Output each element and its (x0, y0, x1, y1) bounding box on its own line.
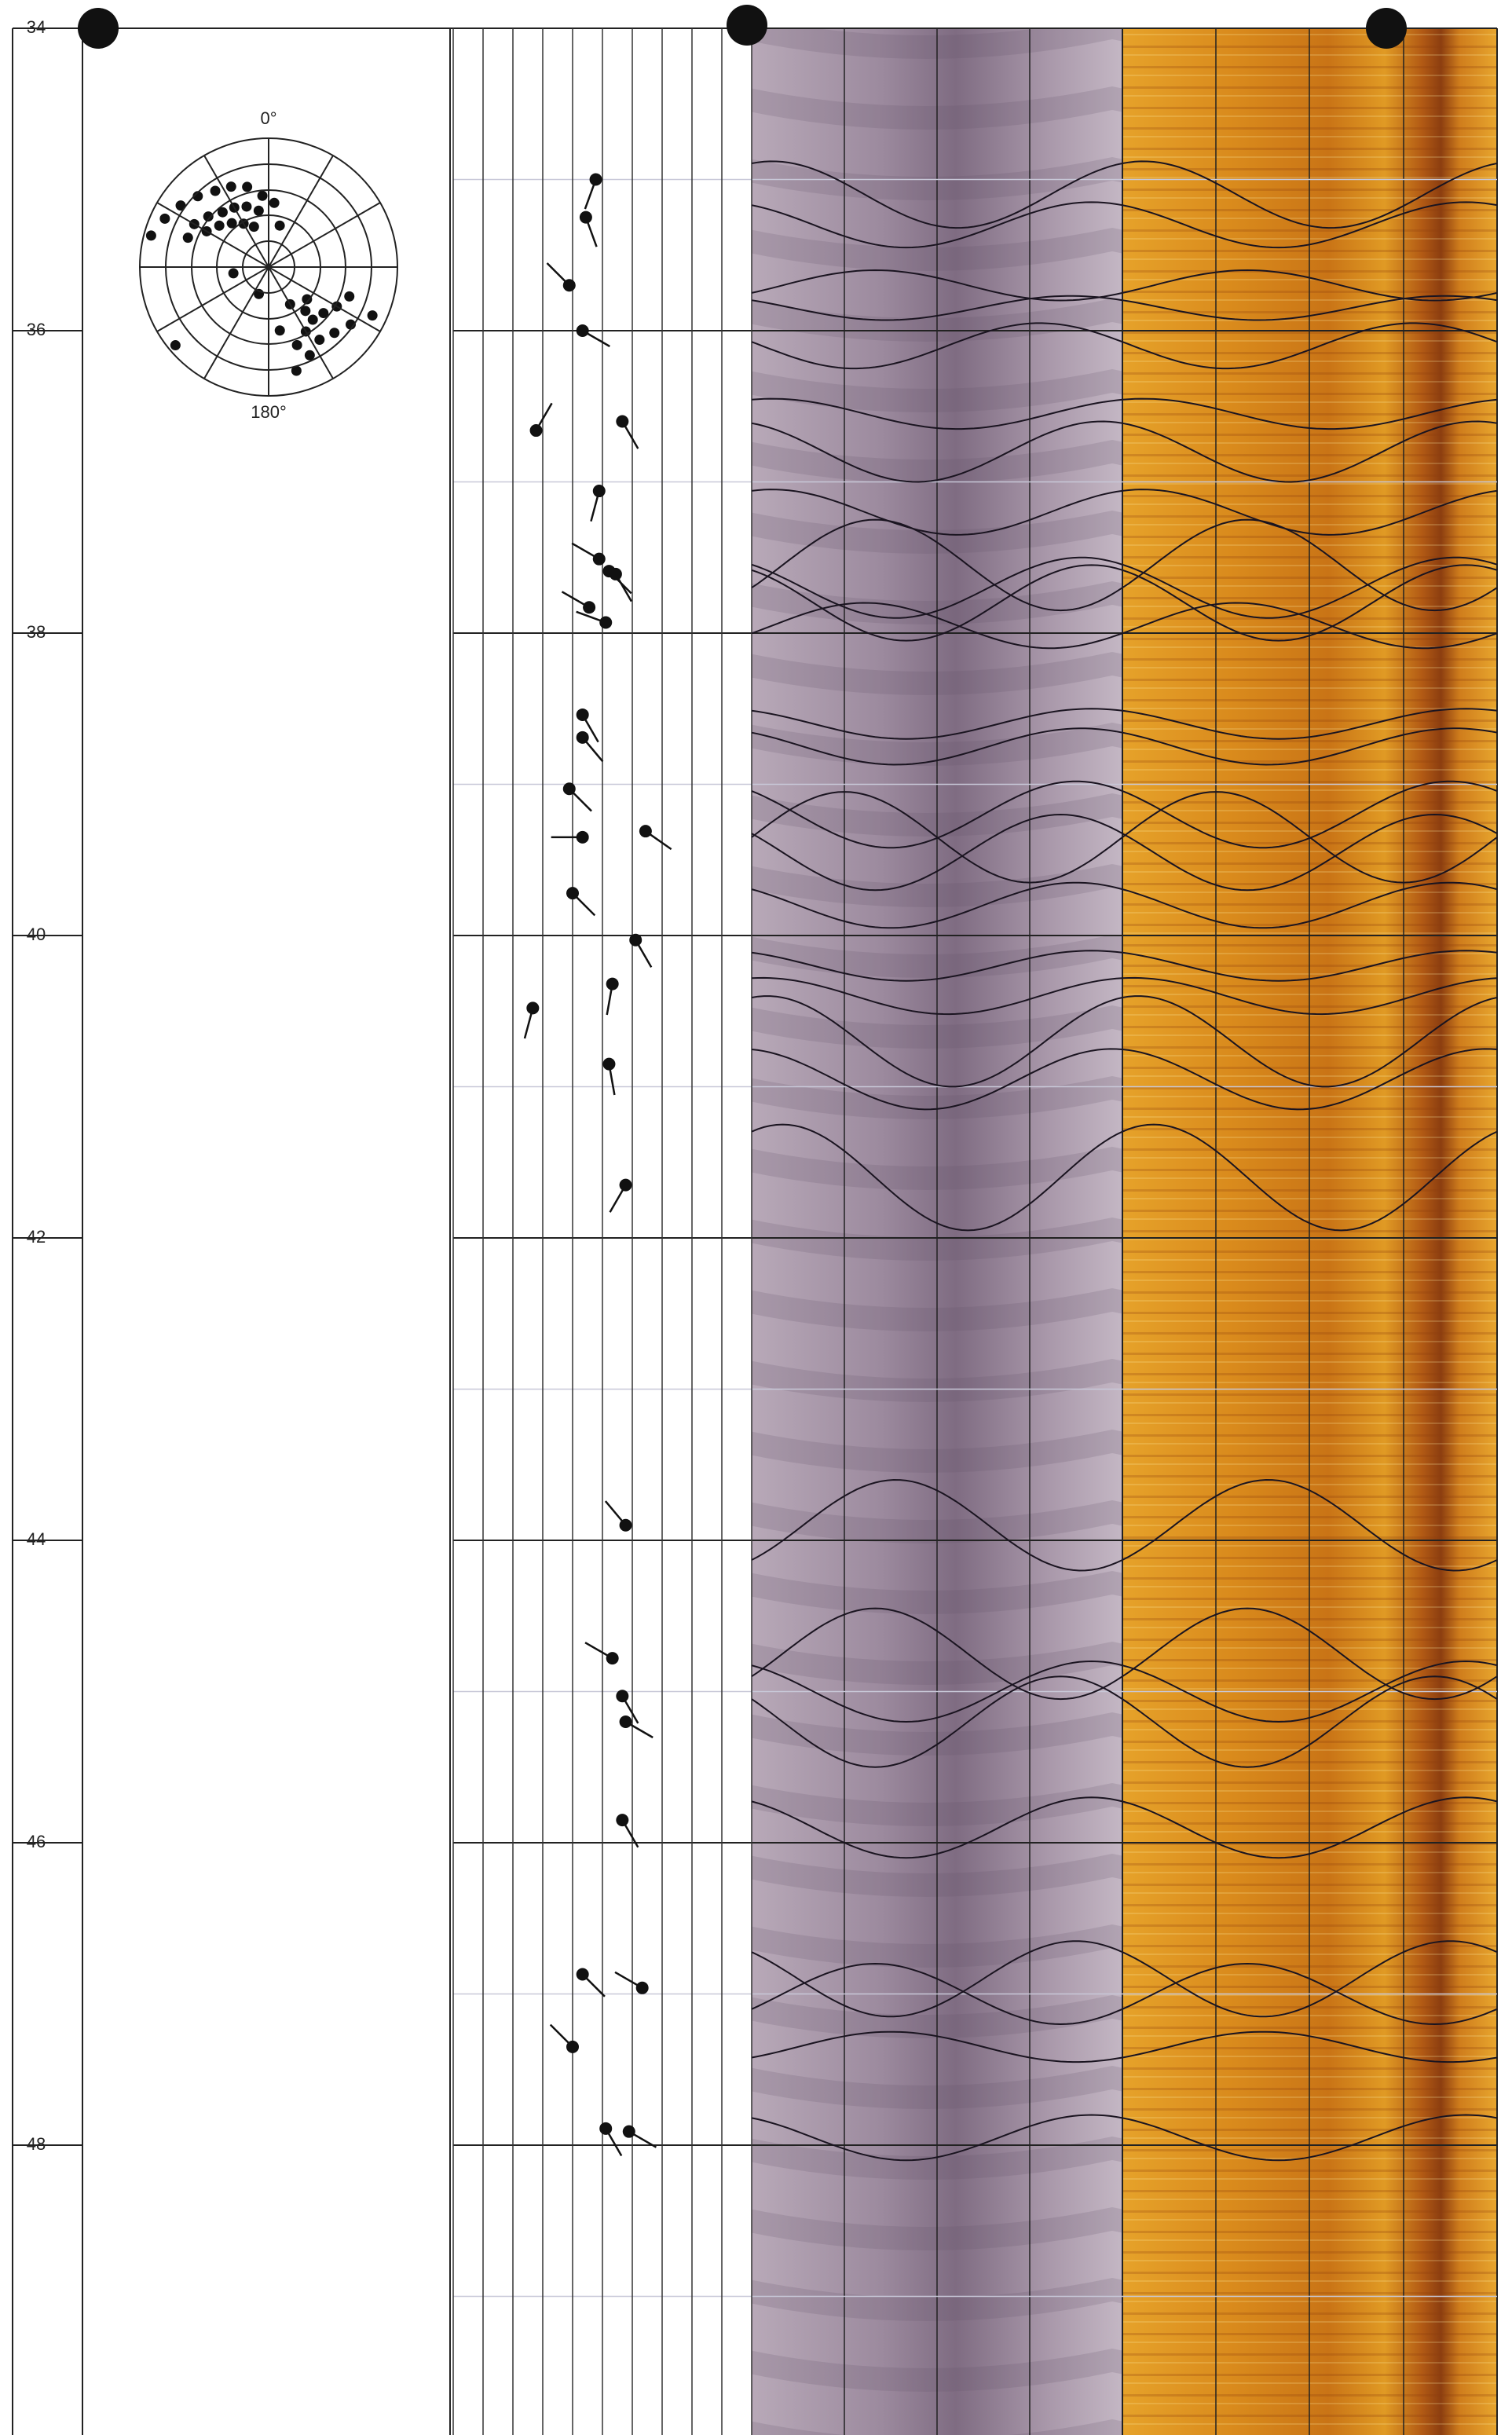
tadpole (636, 1982, 649, 1994)
tadpole (530, 424, 543, 437)
y-tick-label: 38 (27, 622, 46, 642)
stereonet-pole (269, 198, 280, 208)
tadpole (563, 782, 576, 795)
net-north-label: 0° (260, 108, 276, 128)
y-tick-label: 48 (27, 2134, 46, 2154)
stereonet-pole (159, 214, 170, 224)
tadpole (602, 1058, 615, 1071)
stereonet-frame (140, 138, 397, 396)
tadpole (610, 568, 622, 580)
tadpole (566, 887, 579, 899)
y-tick-label: 46 (27, 1832, 46, 1851)
net-south-label: 180° (251, 402, 287, 422)
stereonet-pole (242, 181, 252, 192)
tadpole (599, 2122, 612, 2135)
stereonet-pole (305, 350, 315, 361)
tadpole (577, 1968, 589, 1980)
stereonet-pole (183, 233, 193, 243)
stereonet-pole (146, 230, 156, 240)
tadpole (629, 934, 642, 947)
tadpole (616, 1814, 628, 1826)
tadpole (599, 617, 612, 629)
stereonet-pole (211, 185, 221, 196)
marker (727, 5, 767, 46)
stereonet-pole (368, 310, 378, 320)
y-tick-label: 42 (27, 1227, 46, 1247)
stereonet-pole (214, 221, 225, 231)
stereonet-pole (241, 201, 251, 211)
tadpole (593, 553, 606, 566)
tadpole (577, 831, 589, 844)
tadpole (616, 416, 628, 428)
stereonet-pole (254, 206, 264, 216)
stereonet-pole (275, 325, 285, 335)
tadpole (577, 709, 589, 721)
tadpole (593, 485, 606, 497)
tadpole (606, 1652, 619, 1664)
tadpole (563, 279, 576, 291)
log-page: 34 36 38 40 42 44 46 48 0° 180° (0, 0, 1512, 2435)
tadpole (580, 211, 592, 224)
stereonet-pole (314, 335, 324, 345)
y-tick-label: 44 (27, 1529, 46, 1549)
tadpole (566, 2041, 579, 2053)
y-tick-label: 36 (27, 320, 46, 339)
tadpole (577, 324, 589, 337)
tadpole (620, 1519, 632, 1532)
tadpole (620, 1715, 632, 1728)
stereonet-pole (292, 340, 302, 350)
tadpole (606, 978, 619, 990)
tadpole (616, 1690, 628, 1702)
stereonet-pole (249, 222, 259, 232)
stereonet-pole (170, 340, 181, 350)
tadpole (639, 825, 652, 837)
stereonet-pole (226, 181, 236, 192)
stereonet-pole (229, 268, 239, 278)
stereonet-pole (329, 328, 339, 338)
tadpole (577, 731, 589, 744)
stereonet-pole (344, 291, 354, 302)
tadpole (623, 2126, 635, 2138)
stereonet-pole (275, 221, 285, 231)
stereonet-pole (258, 191, 268, 201)
marker (1366, 8, 1407, 49)
tadpole (620, 1179, 632, 1192)
marker (78, 8, 119, 49)
y-tick-label: 34 (27, 17, 46, 37)
stereonet-pole (308, 315, 318, 325)
tadpole (583, 601, 595, 613)
tadpole (526, 1001, 539, 1014)
tadpole (590, 174, 602, 186)
y-tick-label: 40 (27, 925, 46, 944)
